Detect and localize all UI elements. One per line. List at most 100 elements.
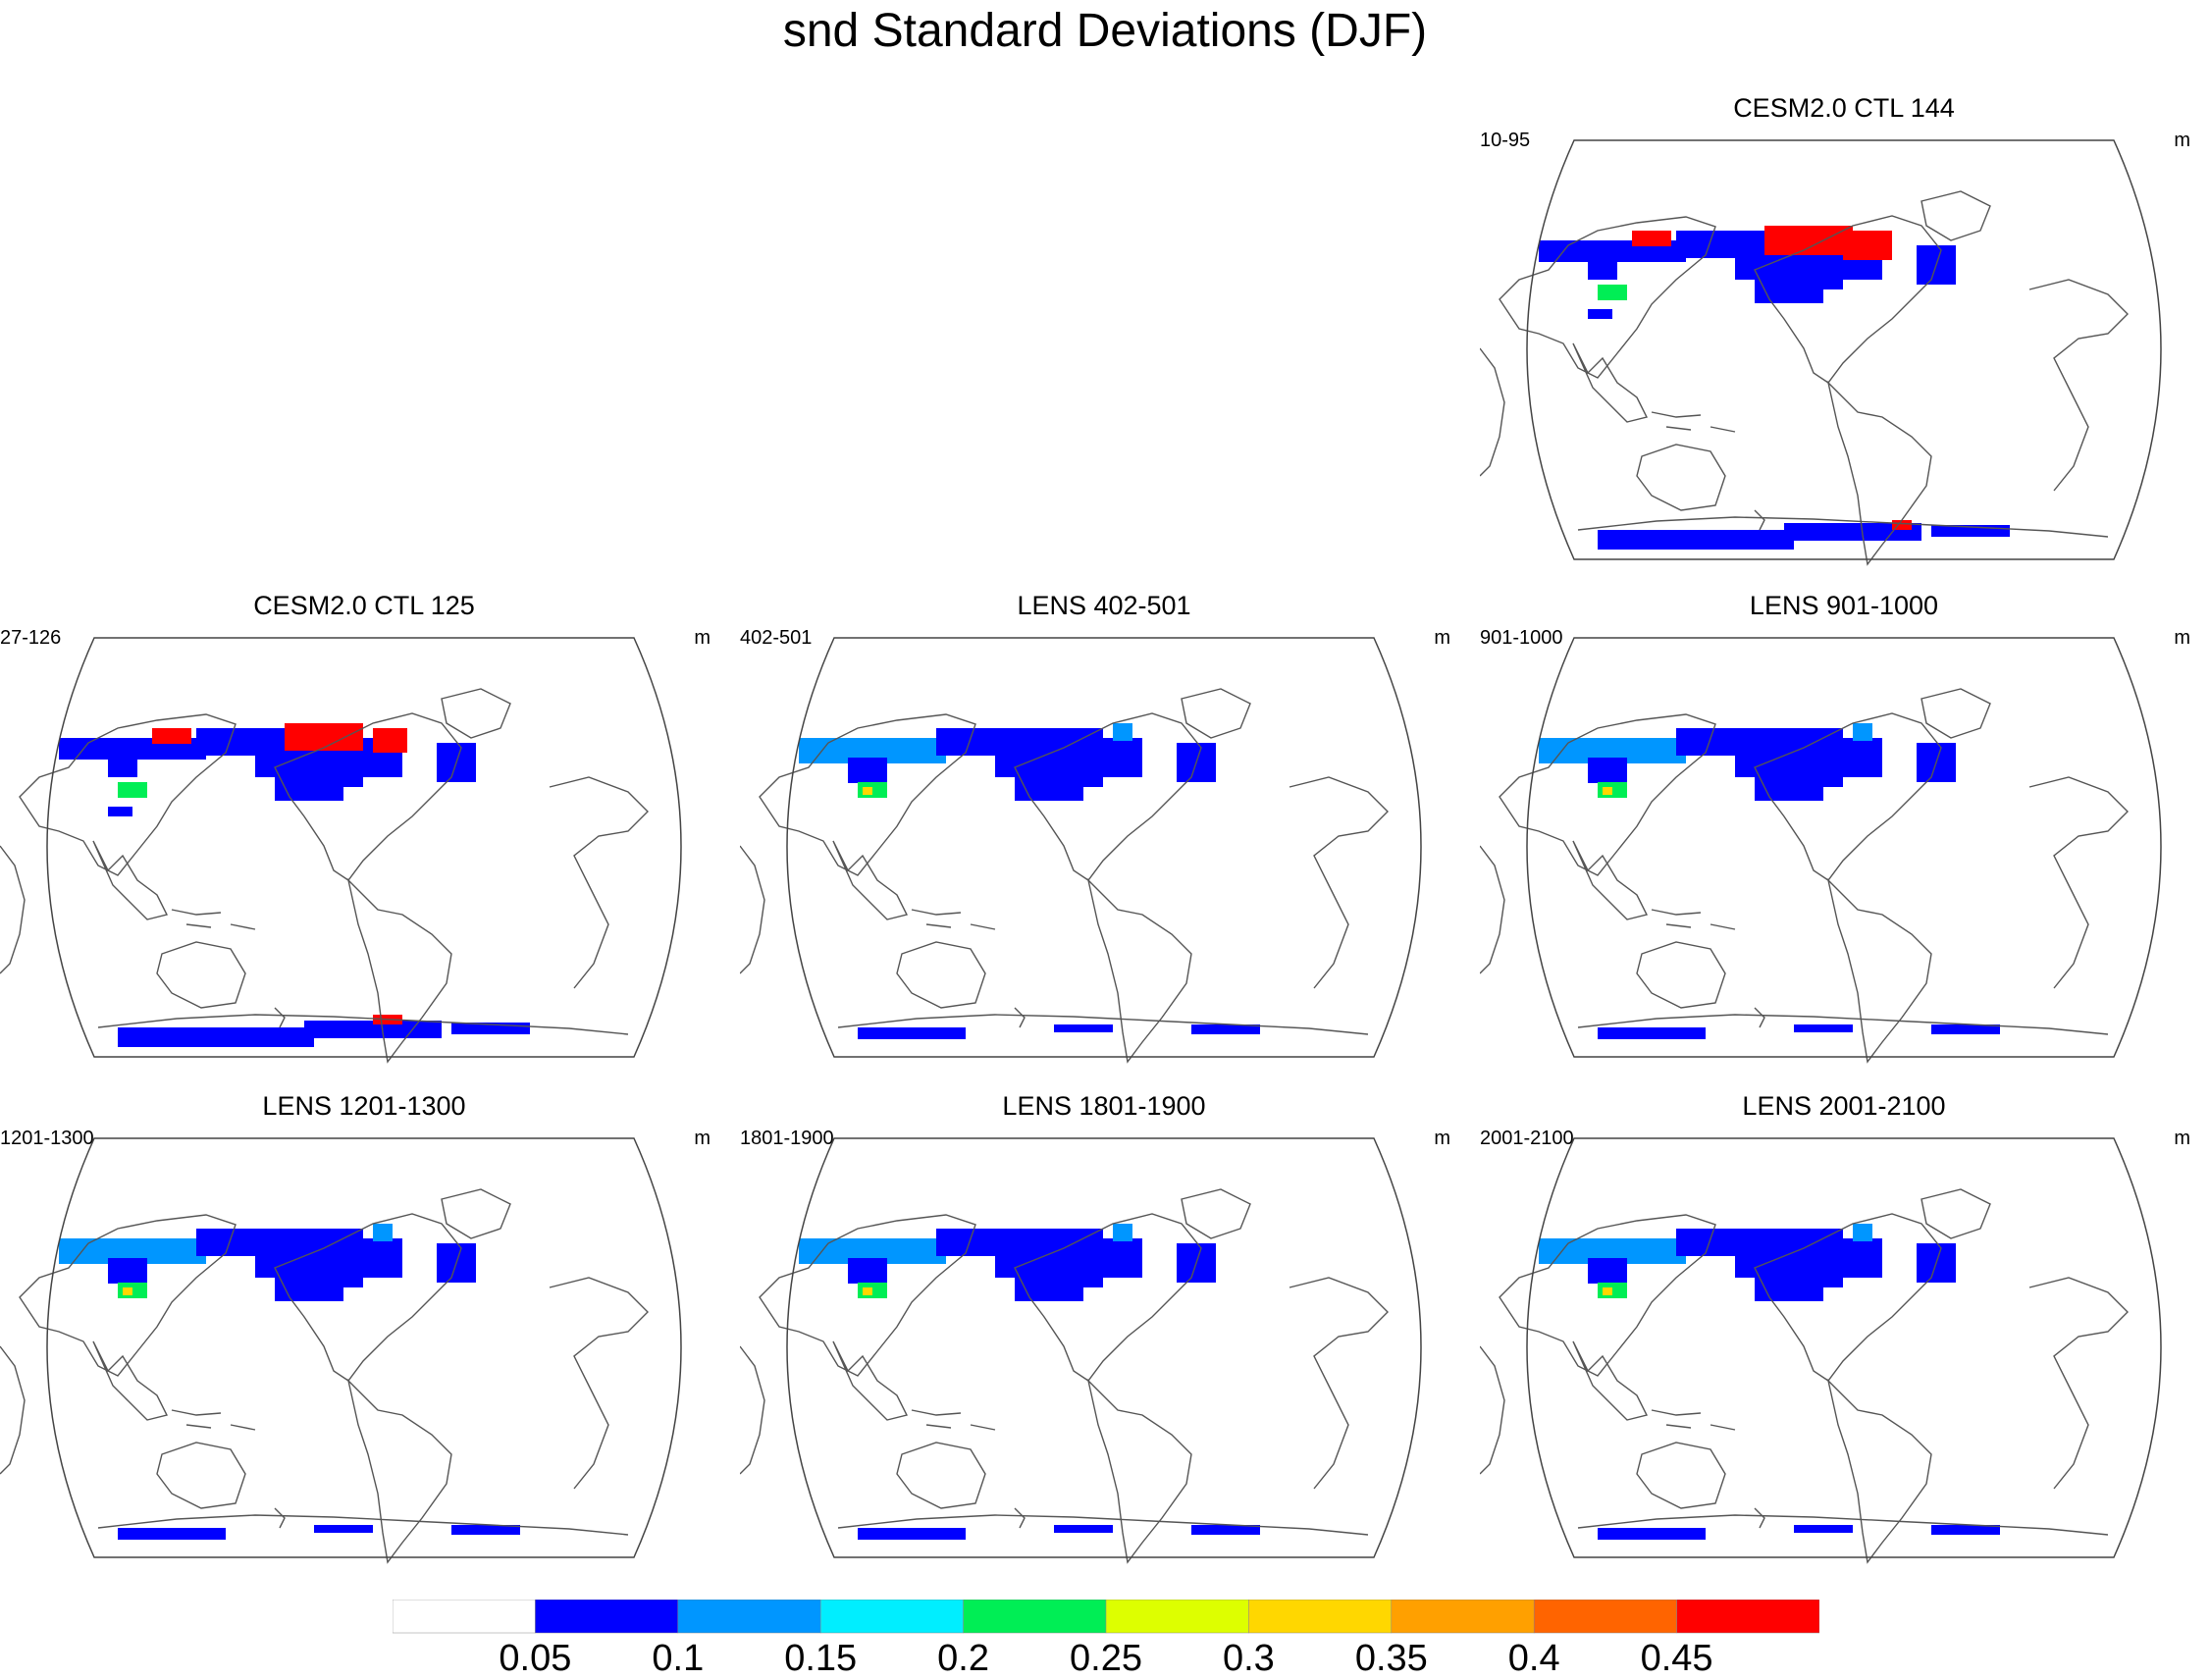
colorbar-box: [1248, 1600, 1393, 1634]
snow-patch: [1774, 728, 1843, 752]
year-range-label: 901-1000: [1480, 627, 1563, 649]
coastline: [0, 845, 26, 974]
coastline: [759, 713, 976, 876]
coastline: [441, 688, 511, 739]
panel-title: LENS 402-501: [1017, 591, 1191, 620]
snow-patch: [373, 728, 407, 753]
snow-patch: [1794, 1024, 1853, 1032]
year-range-label: 402-501: [740, 627, 813, 649]
map-boundary: [46, 637, 682, 1058]
coastline: [1086, 877, 1192, 1064]
coastline: [156, 941, 246, 1009]
year-range-label: 1801-1900: [740, 1128, 834, 1149]
coastline: [92, 840, 169, 920]
map-panel-lens-2001-2100: LENS 2001-2100 2001-2100 m: [1480, 1089, 2208, 1565]
colorbar-tick-label: 0.25: [1070, 1638, 1142, 1679]
coastline: [911, 1409, 996, 1431]
snow-field: [1539, 1224, 2000, 1540]
coastline: [1826, 1378, 1932, 1564]
coastline: [1014, 1507, 1026, 1529]
coastline: [1014, 712, 1202, 881]
snow-patch: [1794, 1525, 1853, 1533]
snow-patch: [848, 758, 887, 783]
snow-patch: [1853, 1224, 1872, 1241]
coastline: [1480, 347, 1505, 477]
snow-patch: [1113, 1224, 1132, 1241]
coastline: [1754, 1213, 1942, 1382]
coastline: [549, 776, 649, 989]
coastline: [1636, 444, 1726, 511]
map-boundary: [1526, 139, 2162, 560]
map-panel-lens-901-1000: LENS 901-1000 901-1000 m: [1480, 589, 2208, 1065]
snow-patch: [1632, 231, 1671, 246]
map-panel-lens-1201-1300: LENS 1201-1300 1201-1300 m: [0, 1089, 728, 1565]
coastline: [156, 1442, 246, 1509]
coastline: [1577, 1514, 2109, 1536]
coastline: [274, 1507, 286, 1529]
snow-patch: [1191, 1525, 1260, 1535]
coastline: [1921, 688, 1991, 739]
coastline: [2028, 776, 2129, 989]
year-range-label: 2001-2100: [1480, 1128, 1574, 1149]
panel-title: LENS 901-1000: [1749, 591, 1939, 620]
coastline: [97, 1014, 629, 1035]
coastline: [1181, 688, 1251, 739]
coastline: [274, 1213, 462, 1382]
snow-patch: [1588, 309, 1612, 319]
coastline: [274, 1007, 286, 1028]
coastline: [1572, 342, 1649, 423]
snow-patch: [1598, 1528, 1706, 1540]
coastlines: [1480, 1188, 2129, 1564]
snow-patch: [314, 1525, 373, 1533]
snow-field: [799, 723, 1260, 1039]
snow-patch: [1843, 231, 1892, 260]
coastline: [896, 1442, 986, 1509]
colorbar-tick-label: 0.35: [1354, 1638, 1428, 1679]
coastline: [171, 1409, 256, 1431]
coastline: [1577, 516, 2109, 538]
coastline: [1499, 216, 1716, 379]
coastline: [92, 1340, 169, 1421]
units-label: m: [2174, 1128, 2190, 1149]
coastline: [171, 909, 256, 930]
coastline: [911, 909, 996, 930]
colorbar-box: [535, 1600, 679, 1634]
snow-patch: [108, 807, 132, 816]
snow-patch: [863, 787, 872, 795]
coastline: [1754, 215, 1942, 384]
map-boundary: [786, 1137, 1422, 1558]
snow-patch: [285, 723, 363, 751]
colorbar-box: [819, 1600, 964, 1634]
snow-patch: [858, 1528, 966, 1540]
colorbar-box: [1391, 1600, 1535, 1634]
colorbar-tick-label: 0.05: [499, 1638, 572, 1679]
colorbar-box: [677, 1600, 821, 1634]
coastline: [1572, 840, 1649, 920]
snow-patch: [118, 1528, 226, 1540]
coastline: [19, 713, 237, 876]
world-map: [1480, 139, 2162, 566]
panel-title: CESM2.0 CTL 144: [1733, 93, 1955, 123]
coastlines: [1480, 688, 2129, 1064]
snow-field: [59, 723, 530, 1047]
coastline: [1754, 712, 1942, 881]
coastline: [1577, 1014, 2109, 1035]
snow-patch: [123, 1287, 132, 1295]
coastline: [1289, 1277, 1389, 1490]
coastline: [97, 1514, 629, 1536]
units-label: m: [694, 627, 710, 649]
snow-patch: [1598, 1027, 1706, 1039]
panel-title: LENS 2001-2100: [1742, 1091, 1946, 1121]
coastline: [832, 840, 909, 920]
map-panel-ctl-144: CESM2.0 CTL 144 10-95 m: [1480, 91, 2208, 567]
snow-patch: [451, 1525, 520, 1535]
coastlines: [1480, 190, 2129, 566]
coastline: [1480, 845, 1505, 974]
coastline: [1636, 1442, 1726, 1509]
world-map: [740, 1137, 1422, 1564]
snow-patch: [373, 1224, 393, 1241]
coastline: [837, 1514, 1369, 1536]
coastline: [1181, 1188, 1251, 1239]
snow-patch: [108, 1258, 147, 1284]
snow-patch: [1034, 728, 1103, 752]
